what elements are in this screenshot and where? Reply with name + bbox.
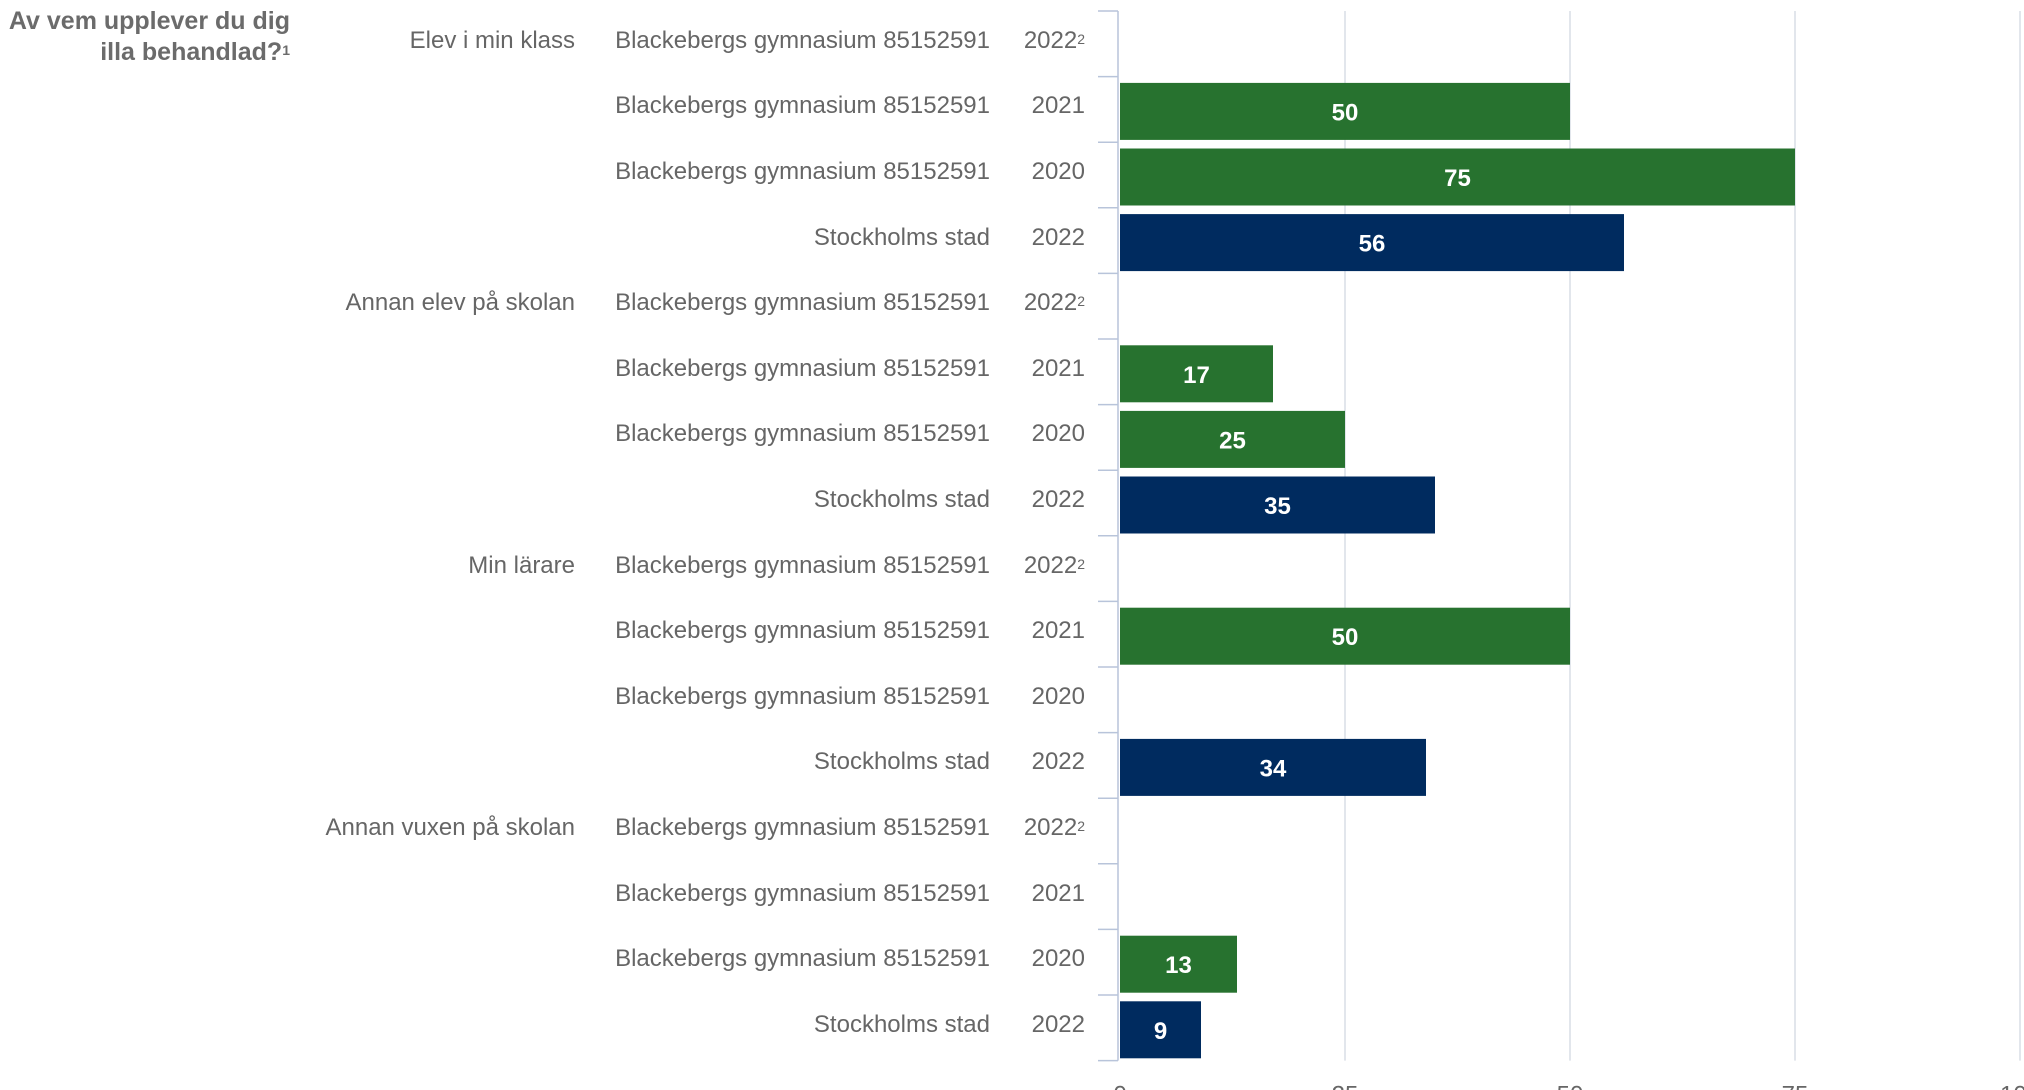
year-footnote: 2 <box>1077 30 1085 47</box>
row-source-label: Blackebergs gymnasium 85152591 <box>615 289 990 317</box>
row-year-label: 20222 <box>1023 814 1085 841</box>
question-text: Av vem upplever du dig illa behandlad? <box>8 7 290 66</box>
row-source-label: Blackebergs gymnasium 85152591 <box>615 879 990 907</box>
row-year-label: 20222 <box>1023 26 1085 54</box>
row-year-label: 2022 <box>1031 1010 1085 1038</box>
bar-value-label: 34 <box>1260 755 1287 782</box>
bar <box>1120 607 1570 665</box>
category-label: Annan elev på skolan <box>345 289 576 317</box>
row-source-label: Blackebergs gymnasium 85152591 <box>615 814 990 841</box>
bar <box>1120 214 1624 272</box>
row-year-label: 2020 <box>1031 420 1085 448</box>
year-footnote: 2 <box>1077 555 1085 572</box>
bar <box>1120 345 1273 403</box>
bar-value-label: 50 <box>1332 624 1359 651</box>
row-source-label: Blackebergs gymnasium 85152591 <box>615 420 990 448</box>
row-year-label: 2020 <box>1031 682 1085 710</box>
row-source-label: Blackebergs gymnasium 85152591 <box>615 26 990 54</box>
x-tick-label: 50 <box>1557 1082 1584 1090</box>
bar-value-label: 56 <box>1359 231 1386 258</box>
row-year-label: 20222 <box>1023 551 1085 579</box>
bar <box>1120 148 1795 206</box>
row-source-label: Blackebergs gymnasium 85152591 <box>615 682 990 710</box>
bar-value-label: 9 <box>1154 1018 1167 1045</box>
row-year-label: 2021 <box>1031 879 1085 907</box>
row-source-label: Blackebergs gymnasium 85152591 <box>615 354 990 382</box>
row-year-label: 2021 <box>1031 92 1085 120</box>
row-source-label: Blackebergs gymnasium 85152591 <box>615 945 990 973</box>
chart-question: Av vem upplever du dig illa behandlad?1 <box>0 6 290 68</box>
row-source-label: Blackebergs gymnasium 85152591 <box>615 158 990 185</box>
year-footnote: 2 <box>1077 293 1085 310</box>
row-year-label: 20222 <box>1023 289 1085 317</box>
row-source-label: Stockholms stad <box>813 1010 990 1038</box>
bar <box>1120 738 1426 796</box>
row-year-label: 2022 <box>1031 223 1085 251</box>
bar <box>1120 476 1435 534</box>
bar <box>1120 82 1570 140</box>
row-year-label: 2022 <box>1031 748 1085 776</box>
x-tick-label: 0 <box>1113 1082 1126 1090</box>
category-label: Min lärare <box>468 551 575 579</box>
bar-value-label: 35 <box>1264 493 1291 520</box>
row-source-label: Stockholms stad <box>813 486 990 513</box>
bar <box>1120 410 1345 468</box>
row-year-label: 2021 <box>1031 617 1085 645</box>
question-footnote: 1 <box>282 42 290 58</box>
bar-value-label: 13 <box>1165 952 1192 979</box>
year-footnote: 2 <box>1077 818 1085 834</box>
row-source-label: Blackebergs gymnasium 85152591 <box>615 92 990 120</box>
x-tick-label: 75 <box>1782 1082 1809 1090</box>
row-year-label: 2020 <box>1031 945 1085 973</box>
bar-value-label: 25 <box>1219 427 1246 454</box>
bar <box>1120 935 1237 993</box>
row-source-label: Stockholms stad <box>813 223 990 251</box>
row-year-label: 2021 <box>1031 354 1085 382</box>
category-label: Annan vuxen på skolan <box>325 814 575 841</box>
bar <box>1120 1001 1201 1059</box>
row-source-label: Stockholms stad <box>813 748 990 776</box>
row-source-label: Blackebergs gymnasium 85152591 <box>615 551 990 579</box>
x-tick-label: 100 <box>2000 1082 2024 1090</box>
category-label: Elev i min klass <box>409 26 575 54</box>
x-tick-label: 25 <box>1332 1082 1359 1090</box>
row-year-label: 2020 <box>1031 158 1085 185</box>
bar-value-label: 75 <box>1444 165 1471 192</box>
bar-value-label: 50 <box>1332 99 1359 126</box>
row-year-label: 2022 <box>1031 486 1085 513</box>
row-source-label: Blackebergs gymnasium 85152591 <box>615 617 990 645</box>
bar-value-label: 17 <box>1183 362 1210 389</box>
